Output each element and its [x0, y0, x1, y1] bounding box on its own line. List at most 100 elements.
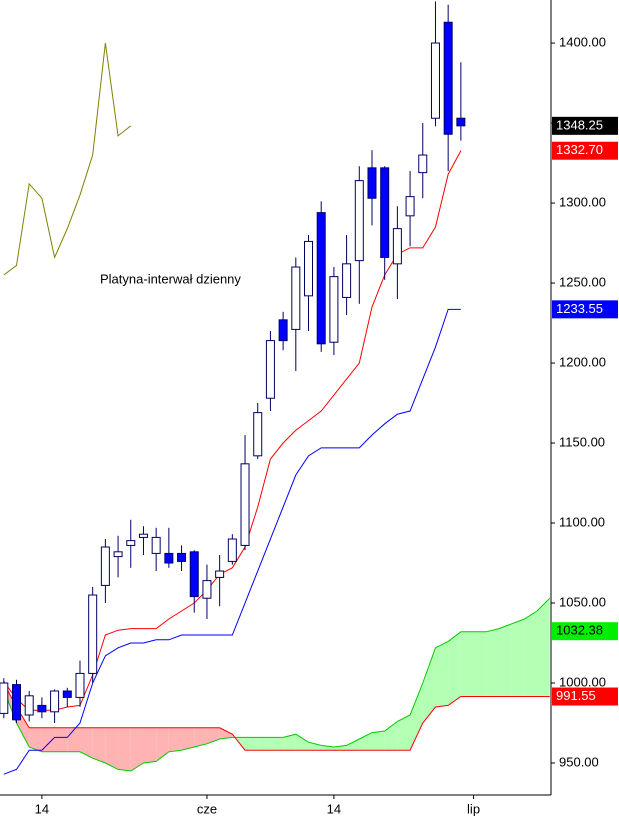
y-tick-label: 1300.00 [559, 194, 606, 209]
price-label: 1233.55 [556, 301, 603, 316]
cloud-fill [270, 737, 284, 751]
x-tick-label: 14 [35, 801, 49, 816]
candle-body [177, 552, 187, 562]
candle-body [329, 276, 339, 343]
cloud-fill [397, 715, 411, 751]
x-tick-label: 14 [327, 801, 341, 816]
candle-body [24, 695, 34, 716]
cloud-fill [346, 739, 360, 751]
chart-title: Platyna-interwał dzienny [100, 271, 241, 286]
cloud-fill [498, 623, 512, 697]
price-label: 991.55 [556, 688, 596, 703]
cloud-fill [92, 727, 106, 764]
candle-body [291, 266, 301, 330]
span-a-line [3, 597, 551, 772]
y-tick-label: 950.00 [559, 754, 599, 769]
y-tick-label: 1150.00 [559, 434, 605, 449]
x-tick-label: lip [467, 801, 480, 816]
span-b-line [3, 682, 550, 751]
candle-body [253, 412, 263, 457]
candle-body [100, 546, 110, 586]
candle-body [189, 551, 199, 598]
candle-body [430, 42, 440, 119]
cloud-fill [118, 727, 131, 772]
price-label: 1348.25 [556, 117, 603, 132]
candle-body [443, 21, 453, 135]
candle-body [278, 319, 288, 342]
y-tick-label: 1200.00 [559, 354, 606, 369]
cloud-fill [105, 727, 119, 770]
y-tick-label: 1250.00 [559, 274, 606, 289]
candle-body [62, 690, 72, 698]
candle-body [215, 570, 225, 578]
candle-body [392, 228, 402, 265]
price-label-box [552, 687, 618, 706]
candle-body [50, 690, 60, 713]
cloud-fill [168, 727, 182, 752]
cloud-fill [257, 737, 271, 751]
candle-body [418, 154, 428, 174]
cloud-fill [321, 745, 334, 751]
price-label-box [552, 622, 618, 641]
cloud-fill [435, 641, 449, 708]
cloud-fill [181, 727, 195, 751]
cloud-fill [384, 721, 398, 751]
candle-body [0, 682, 9, 714]
candle-body [405, 196, 415, 217]
cloud-fill [359, 732, 372, 751]
candle-body [456, 117, 466, 127]
y-tick-label: 1000.00 [559, 674, 606, 689]
cloud-fill [371, 731, 385, 751]
price-label-box [552, 141, 618, 160]
candle-body [151, 536, 161, 554]
y-tick-label: 1400.00 [559, 34, 606, 49]
candle-body [75, 672, 85, 698]
cloud-fill [473, 631, 487, 697]
cloud-fill [448, 631, 461, 706]
indicator-line [3, 308, 461, 775]
price-label: 1332.70 [556, 142, 603, 157]
y-tick-label: 1050.00 [559, 594, 606, 609]
cloud-fill [79, 727, 93, 759]
cloud-fill [333, 745, 347, 751]
candle-body [240, 463, 250, 546]
cloud-fill [460, 631, 474, 697]
indicator-line [3, 150, 462, 711]
cloud-fill [219, 727, 233, 740]
candle-body [126, 540, 136, 546]
cloud-fill [130, 727, 144, 772]
cloud-fill [511, 619, 525, 697]
candle-body [316, 212, 326, 345]
cloud-fill [245, 737, 258, 751]
candle-body [88, 594, 98, 674]
candle-body [12, 684, 22, 721]
candle-body [138, 533, 148, 538]
cloud-fill [486, 628, 499, 697]
cloud-fill [308, 742, 322, 751]
candle-body [37, 704, 47, 713]
cloud-fill [194, 727, 207, 748]
price-label: 1032.38 [556, 623, 603, 638]
price-label-box [552, 116, 618, 135]
candle-body [164, 552, 174, 564]
cloud-fill [156, 727, 169, 762]
candle-body [304, 240, 314, 297]
cloud-fill [410, 683, 423, 751]
cloud-fill [67, 727, 80, 752]
candle-body [202, 580, 212, 599]
cloud-fill [422, 647, 436, 724]
candle-body [113, 551, 123, 558]
cloud-fill [29, 727, 42, 752]
cloud-fill [54, 727, 68, 752]
candle-body [342, 263, 352, 298]
candle-body [354, 180, 364, 262]
cloud-fill [524, 611, 538, 697]
cloud-fill [283, 734, 296, 751]
cloud-fill [143, 727, 157, 764]
price-label-box [552, 300, 618, 319]
indicator-line [3, 42, 132, 276]
candle-body [367, 167, 377, 199]
candle-body [380, 167, 390, 258]
cloud-fill [295, 734, 309, 751]
